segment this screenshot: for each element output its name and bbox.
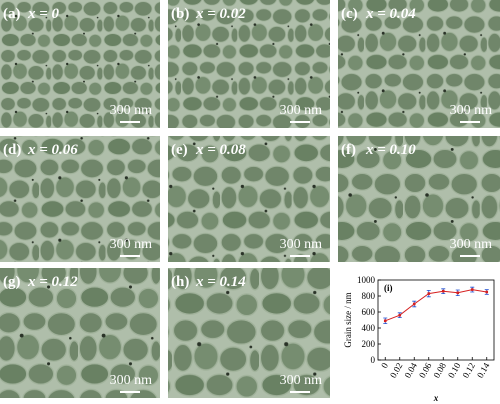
panel-caption: x = 0.04 bbox=[365, 6, 416, 22]
sem-image bbox=[338, 136, 500, 262]
micrograph-panel: (g) x = 0.12 300 nm bbox=[0, 268, 160, 398]
data-point bbox=[485, 290, 489, 294]
y-tick-label: 1000 bbox=[357, 275, 376, 285]
data-point bbox=[456, 291, 460, 295]
sem-tint bbox=[0, 136, 160, 262]
sem-tint bbox=[338, 136, 500, 262]
sem-tint bbox=[338, 0, 500, 128]
data-point bbox=[398, 313, 402, 317]
micrograph-panel: (c) x = 0.04 300 nm bbox=[338, 0, 500, 128]
panel-caption: x = 0.06 bbox=[27, 142, 78, 158]
y-tick-label: 200 bbox=[362, 339, 376, 349]
micrograph-panel: (e) x = 0.08 300 nm bbox=[168, 136, 330, 262]
x-tick-label: 0 bbox=[379, 361, 390, 370]
panel-label: (d) bbox=[3, 142, 21, 158]
scale-bar-label: 300 nm bbox=[450, 237, 493, 252]
grain-size-chart: 0200400600800100000.020.040.060.080.100.… bbox=[338, 268, 500, 404]
data-point bbox=[412, 302, 416, 306]
data-point bbox=[470, 288, 474, 291]
micrograph-panel: (b) x = 0.02 300 nm bbox=[168, 0, 330, 128]
panel-label: (c) bbox=[341, 6, 358, 22]
panel-label: (b) bbox=[171, 6, 189, 22]
sem-image bbox=[168, 268, 330, 398]
chart-panel-label: (i) bbox=[384, 283, 393, 293]
panel-label: (g) bbox=[3, 274, 21, 290]
x-axis-label: x bbox=[433, 393, 439, 403]
sem-image bbox=[168, 0, 330, 128]
sem-tint bbox=[168, 136, 330, 262]
micrograph-panel: (a) x = 0 300 nm bbox=[0, 0, 160, 128]
scale-bar-label: 300 nm bbox=[280, 373, 323, 388]
sem-image bbox=[0, 136, 160, 262]
micrograph-panel: (f) x = 0.10 300 nm bbox=[338, 136, 500, 262]
y-axis-label: Grain size / nm bbox=[343, 292, 353, 347]
data-point bbox=[383, 319, 387, 323]
data-point bbox=[427, 292, 431, 295]
scale-bar-label: 300 nm bbox=[110, 103, 153, 118]
panel-caption: x = 0.02 bbox=[195, 6, 246, 22]
panel-label: (e) bbox=[171, 142, 188, 158]
scale-bar-label: 300 nm bbox=[450, 103, 493, 118]
scale-bar-label: 300 nm bbox=[110, 373, 153, 388]
chart-background bbox=[338, 268, 500, 404]
panel-caption: x = 0.08 bbox=[195, 142, 246, 158]
panel-label: (f) bbox=[341, 142, 356, 158]
y-tick-label: 0 bbox=[371, 355, 376, 365]
sem-tint bbox=[168, 0, 330, 128]
y-tick-label: 800 bbox=[362, 291, 376, 301]
scale-bar-label: 300 nm bbox=[110, 237, 153, 252]
scale-bar-label: 300 nm bbox=[280, 103, 323, 118]
scale-bar-label: 300 nm bbox=[280, 237, 323, 252]
sem-image bbox=[0, 0, 160, 128]
data-line bbox=[385, 289, 487, 322]
panel-caption: x = 0.12 bbox=[27, 274, 78, 290]
panel-caption: x = 0.14 bbox=[195, 274, 246, 290]
sem-image bbox=[168, 136, 330, 262]
panel-label: (h) bbox=[171, 274, 189, 290]
panel-label: (a) bbox=[3, 6, 21, 22]
panel-caption: x = 0 bbox=[27, 6, 60, 22]
y-tick-label: 400 bbox=[362, 323, 376, 333]
micrograph-panel: (d) x = 0.06 300 nm bbox=[0, 136, 160, 262]
sem-image bbox=[338, 0, 500, 128]
sem-image bbox=[0, 268, 160, 398]
sem-tint bbox=[168, 268, 330, 398]
data-point bbox=[441, 289, 445, 293]
plot-frame bbox=[377, 279, 495, 361]
sem-tint bbox=[0, 0, 160, 128]
sem-tint bbox=[0, 268, 160, 398]
micrograph-panel: (h) x = 0.14 300 nm bbox=[168, 268, 330, 398]
panel-caption: x = 0.10 bbox=[365, 142, 416, 158]
y-tick-label: 600 bbox=[362, 307, 376, 317]
